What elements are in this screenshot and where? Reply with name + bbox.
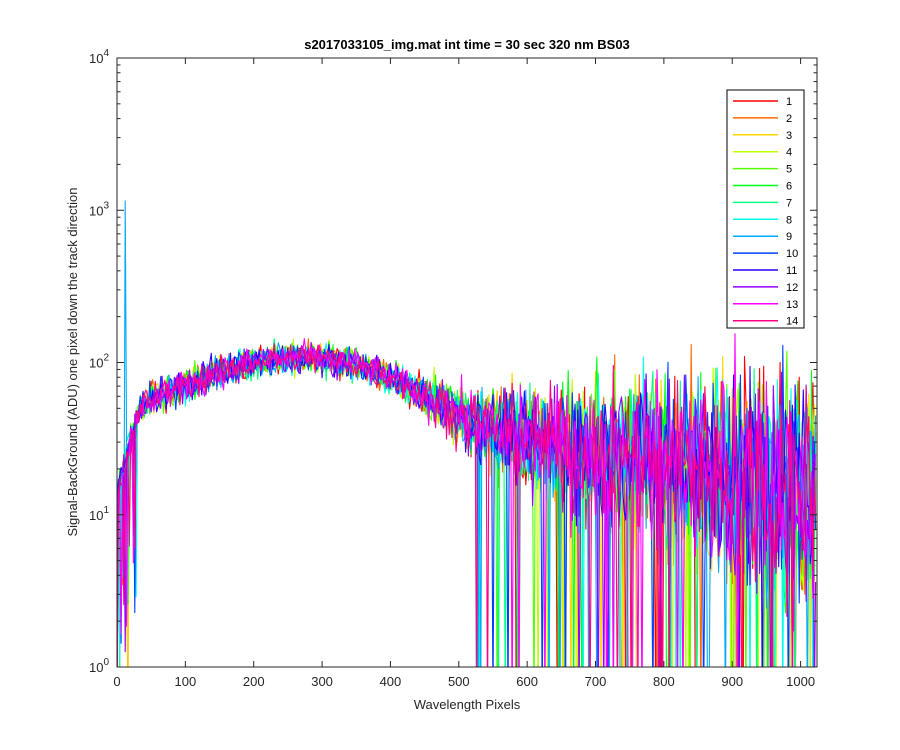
x-tick-label: 800 <box>653 674 675 689</box>
x-axis: 0 100 200 300 400 500 600 700 800 900 1000 <box>113 58 815 689</box>
y-tick-label: 102 <box>89 353 109 371</box>
series-group <box>117 200 817 667</box>
legend-label-13: 13 <box>786 299 798 311</box>
y-axis-label: Signal-BackGround (ADU) one pixel down t… <box>65 187 80 536</box>
series-line-14 <box>117 343 817 667</box>
x-tick-label: 1000 <box>786 674 815 689</box>
legend-label-8: 8 <box>786 214 792 226</box>
x-tick-label: 600 <box>516 674 538 689</box>
legend-box <box>726 89 805 329</box>
series-line-13 <box>117 333 817 667</box>
legend-label-7: 7 <box>786 197 792 209</box>
legend-label-11: 11 <box>786 265 797 277</box>
y-tick-label: 100 <box>89 657 109 675</box>
x-tick-label: 0 <box>113 674 120 689</box>
legend-label-12: 12 <box>786 282 798 294</box>
y-tick-label: 104 <box>89 48 109 66</box>
legend-label-9: 9 <box>786 231 792 243</box>
y-tick-label: 101 <box>89 505 109 523</box>
legend-label-14: 14 <box>786 316 798 328</box>
legend-label-5: 5 <box>786 164 792 176</box>
legend-label-4: 4 <box>786 147 792 159</box>
x-tick-label: 100 <box>175 674 197 689</box>
legend-label-10: 10 <box>786 248 798 260</box>
x-tick-label: 200 <box>243 674 265 689</box>
x-tick-label: 300 <box>311 674 333 689</box>
plot-area: 0 100 200 300 400 500 600 700 800 900 1000 1001011… <box>89 48 818 689</box>
chart-title: s2017033105_img.mat int time = 30 sec 32… <box>304 37 630 52</box>
y-tick-label: 103 <box>89 200 109 218</box>
legend-label-1: 1 <box>786 96 792 108</box>
x-axis-label: Wavelength Pixels <box>414 697 521 712</box>
x-tick-label: 700 <box>585 674 607 689</box>
legend-label-3: 3 <box>786 130 792 142</box>
x-tick-label: 400 <box>380 674 402 689</box>
x-tick-label: 900 <box>721 674 743 689</box>
legend-label-2: 2 <box>786 113 792 125</box>
legend-label-6: 6 <box>786 181 792 193</box>
x-tick-label: 500 <box>448 674 470 689</box>
